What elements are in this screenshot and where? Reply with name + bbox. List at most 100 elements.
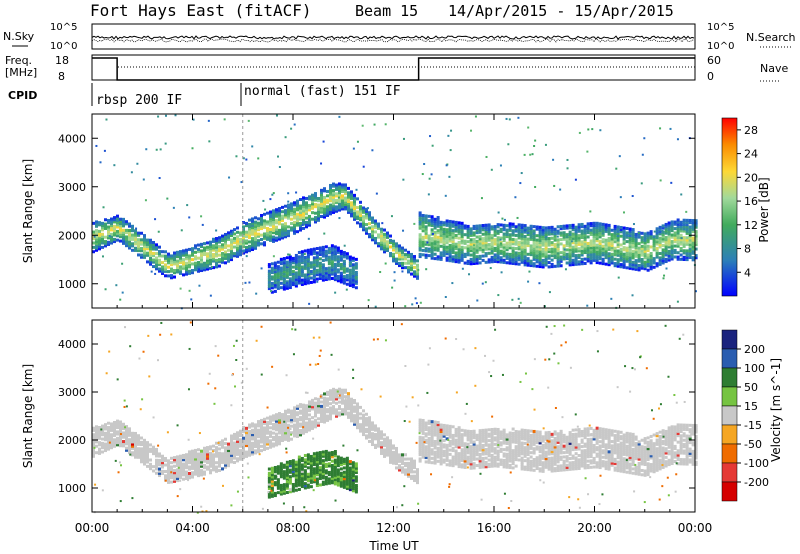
range-gate-cell (134, 442, 137, 446)
range-gate-cell (499, 436, 503, 440)
range-gate-cell (365, 227, 368, 231)
range-gate-cell (592, 230, 596, 234)
range-gate-cell (430, 452, 434, 456)
range-gate-cell (457, 443, 461, 447)
range-gate-cell (368, 422, 371, 426)
scatter-cell (95, 144, 98, 147)
range-gate-cell (481, 237, 485, 241)
range-gate-cell (556, 253, 560, 257)
range-gate-cell (320, 204, 323, 208)
range-gate-cell (321, 269, 325, 273)
range-gate-cell (568, 259, 572, 263)
range-gate-cell (131, 235, 134, 239)
range-gate-cell (284, 211, 287, 215)
range-gate-cell (356, 417, 359, 421)
range-gate-cell (520, 445, 524, 449)
scatter-cell (145, 148, 148, 151)
range-gate-cell (278, 220, 281, 224)
range-gate-cell (661, 230, 665, 234)
range-gate-cell (324, 278, 328, 282)
range-gate-cell (398, 261, 401, 265)
scatter-cell (505, 117, 508, 120)
range-gate-cell (206, 247, 209, 251)
range-gate-cell (161, 269, 164, 273)
range-gate-cell (368, 226, 371, 230)
range-gate-cell (448, 243, 452, 247)
range-gate-cell (583, 229, 587, 233)
range-gate-cell (305, 404, 308, 408)
range-gate-cell (101, 437, 104, 441)
range-gate-cell (323, 407, 326, 411)
range-gate-cell (526, 263, 530, 267)
range-gate-cell (333, 275, 337, 279)
range-gate-cell (230, 445, 233, 449)
range-gate-cell (191, 460, 194, 464)
range-gate-cell (574, 245, 578, 249)
range-gate-cell (95, 248, 98, 252)
range-gate-cell (496, 251, 500, 255)
range-gate-cell (383, 248, 386, 252)
range-gate-cell (338, 184, 341, 188)
range-gate-cell (332, 405, 335, 409)
range-gate-cell (508, 257, 512, 261)
range-gate-cell (433, 429, 437, 433)
range-gate-cell (95, 229, 98, 233)
range-gate-cell (694, 238, 698, 242)
range-gate-cell (448, 259, 452, 263)
range-gate-cell (401, 455, 404, 459)
range-gate-cell (149, 464, 152, 468)
range-gate-cell (239, 449, 242, 453)
range-gate-cell (137, 240, 140, 244)
range-gate-cell (637, 266, 641, 270)
range-gate-cell (526, 239, 530, 243)
range-gate-cell (332, 210, 335, 214)
range-gate-cell (245, 232, 248, 236)
range-gate-cell (296, 214, 299, 218)
range-gate-cell (284, 435, 287, 439)
range-gate-cell (520, 232, 524, 236)
range-gate-cell (374, 443, 377, 447)
range-gate-cell (308, 208, 311, 212)
range-gate-cell (478, 254, 482, 258)
range-gate-cell (589, 230, 593, 234)
range-gate-cell (640, 249, 644, 253)
range-gate-cell (300, 261, 304, 265)
range-gate-cell (421, 242, 425, 246)
range-gate-cell (502, 252, 506, 256)
range-gate-cell (433, 461, 437, 465)
range-gate-cell (230, 434, 233, 438)
range-gate-cell (359, 207, 362, 211)
range-gate-cell (290, 202, 293, 206)
range-gate-cell (353, 416, 356, 420)
range-gate-cell (320, 208, 323, 212)
range-gate-cell (430, 456, 434, 460)
range-gate-cell (224, 463, 227, 467)
range-gate-cell (439, 455, 443, 459)
range-gate-cell (185, 266, 188, 270)
range-gate-cell (418, 450, 422, 454)
range-gate-cell (637, 235, 641, 239)
range-gate-cell (314, 202, 317, 206)
range-gate-cell (167, 478, 170, 482)
range-gate-cell (254, 222, 257, 226)
range-gate-cell (631, 262, 635, 266)
range-gate-cell (119, 420, 122, 424)
range-gate-cell (288, 272, 292, 276)
range-gate-cell (502, 452, 506, 456)
range-gate-cell (293, 432, 296, 436)
range-gate-cell (188, 258, 191, 262)
range-gate-cell (502, 458, 506, 462)
range-gate-cell (300, 278, 304, 282)
range-gate-cell (131, 229, 134, 233)
range-gate-cell (338, 191, 341, 195)
range-gate-cell (457, 247, 461, 251)
range-gate-cell (682, 251, 686, 255)
range-gate-cell (484, 247, 488, 251)
range-gate-cell (658, 245, 662, 249)
range-gate-cell (137, 453, 140, 457)
range-gate-cell (128, 433, 131, 437)
range-gate-cell (236, 246, 239, 250)
range-gate-cell (646, 231, 650, 235)
range-gate-cell (646, 249, 650, 253)
range-gate-cell (511, 440, 515, 444)
